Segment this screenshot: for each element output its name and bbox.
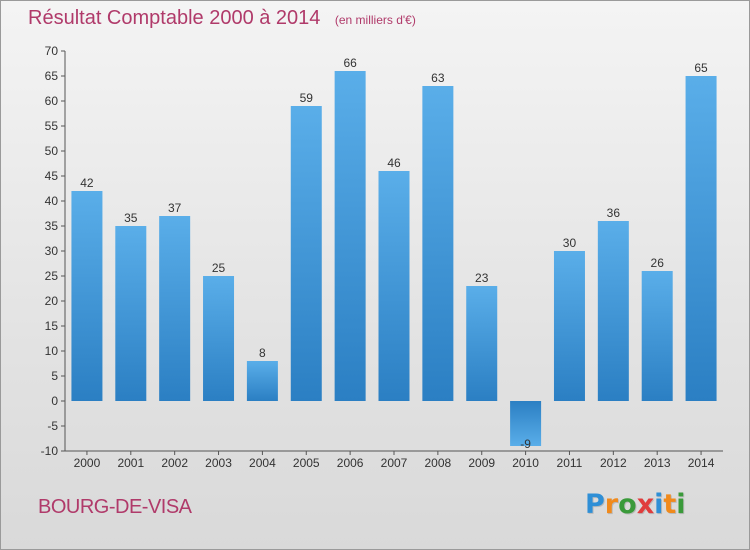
commune-name: BOURG-DE-VISA [38, 496, 192, 518]
bar [334, 71, 366, 401]
y-tick-label: 50 [45, 144, 59, 158]
proxiti-logo: Proxiti [585, 489, 686, 520]
bar-value-label: 37 [168, 201, 182, 215]
x-tick-label: 2001 [117, 456, 144, 470]
x-tick-label: 2012 [600, 456, 627, 470]
x-tick-label: 2003 [205, 456, 232, 470]
bar-value-label: 8 [259, 346, 266, 360]
y-tick-label: 70 [45, 44, 59, 58]
bar-value-label: 35 [124, 211, 138, 225]
y-tick-label: 40 [45, 194, 59, 208]
y-tick-label: 5 [51, 369, 58, 383]
x-tick-label: 2010 [512, 456, 539, 470]
bar [422, 86, 454, 401]
bar-value-label: 30 [563, 236, 577, 250]
bar-value-label: 46 [387, 156, 401, 170]
bar [203, 276, 235, 401]
y-tick-label: 0 [51, 394, 58, 408]
bar [466, 286, 498, 401]
bar [159, 216, 191, 401]
bar [685, 76, 717, 401]
brand-letter: i [654, 489, 664, 520]
bar [510, 401, 542, 446]
bar [246, 361, 278, 401]
y-tick-label: 25 [45, 269, 59, 283]
y-tick-label: 60 [45, 94, 59, 108]
brand-letter: t [663, 489, 677, 520]
x-tick-label: 2011 [557, 456, 583, 470]
x-tick-label: 2005 [293, 456, 320, 470]
x-tick-label: 2008 [425, 456, 452, 470]
bar [71, 191, 103, 401]
x-tick-label: 2006 [337, 456, 364, 470]
y-tick-label: 35 [45, 219, 59, 233]
x-tick-label: 2009 [468, 456, 495, 470]
x-tick-label: 2002 [161, 456, 188, 470]
chart-title: Résultat Comptable 2000 à 2014 [28, 7, 321, 29]
bar [290, 106, 322, 401]
x-tick-label: 2004 [249, 456, 276, 470]
chart-subtitle: (en milliers d'€) [334, 13, 416, 27]
y-tick-label: -5 [47, 419, 58, 433]
brand-letter: i [676, 489, 686, 520]
x-tick-label: 2007 [381, 456, 408, 470]
x-tick-label: 2014 [688, 456, 715, 470]
bar-value-label: 65 [694, 61, 708, 75]
bar-value-label: 36 [607, 206, 621, 220]
brand-letter: r [604, 489, 619, 520]
y-tick-label: 20 [45, 294, 59, 308]
x-tick-label: 2000 [74, 456, 101, 470]
bar [597, 221, 629, 401]
bar-value-label: 59 [300, 91, 314, 105]
bar [641, 271, 673, 401]
title-row: Résultat Comptable 2000 à 2014 (en milli… [28, 7, 416, 30]
y-tick-label: 65 [45, 69, 59, 83]
brand-letter: P [585, 489, 605, 520]
bar [115, 226, 147, 401]
bar-value-label: 26 [651, 256, 665, 270]
brand-letter: o [618, 489, 637, 520]
bar-value-label: 63 [431, 71, 445, 85]
bar-value-label: 42 [80, 176, 94, 190]
bar-value-label: 23 [475, 271, 489, 285]
bar-value-label: 25 [212, 261, 226, 275]
y-tick-label: 55 [45, 119, 59, 133]
y-tick-label: 30 [45, 244, 59, 258]
bar [553, 251, 585, 401]
bar [378, 171, 410, 401]
y-tick-label: 15 [45, 319, 59, 333]
y-tick-label: 45 [45, 169, 59, 183]
y-tick-label: 10 [45, 344, 59, 358]
y-tick-label: -10 [41, 444, 59, 458]
bar-value-label: 66 [343, 56, 357, 70]
brand-letter: x [636, 489, 655, 520]
bar-value-label: -9 [520, 437, 531, 451]
x-tick-label: 2013 [644, 456, 671, 470]
